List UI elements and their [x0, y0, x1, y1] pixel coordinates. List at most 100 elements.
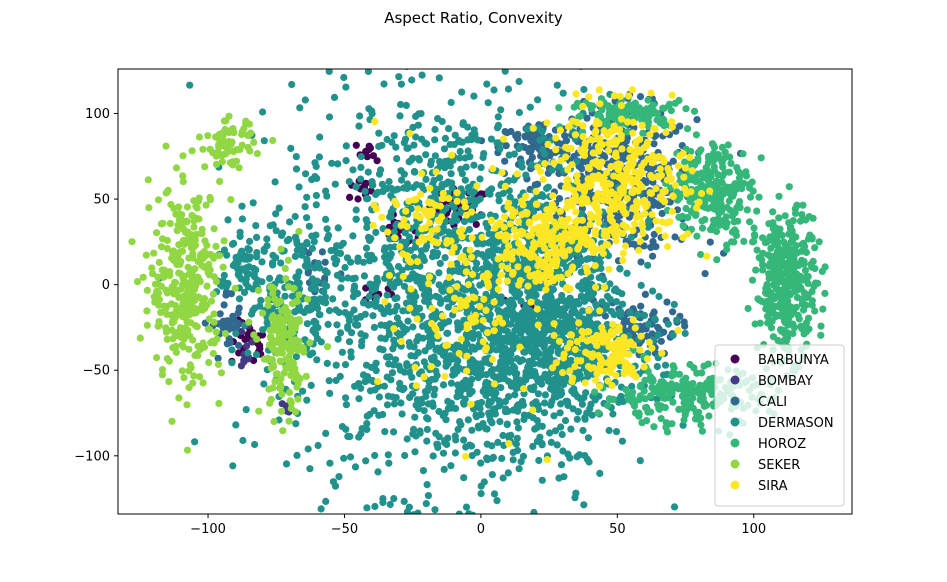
data-point: [396, 112, 403, 119]
data-point: [387, 244, 394, 251]
data-point: [436, 74, 443, 81]
data-point: [547, 312, 554, 319]
data-point: [324, 343, 331, 350]
data-point: [277, 246, 284, 253]
data-point: [369, 182, 376, 189]
data-point: [749, 277, 756, 284]
data-point: [789, 237, 796, 244]
data-point: [692, 212, 699, 219]
data-point: [353, 322, 360, 329]
data-point: [379, 411, 386, 418]
data-point: [536, 434, 543, 441]
data-point: [259, 310, 266, 317]
data-point: [541, 399, 548, 406]
data-point: [724, 204, 731, 211]
data-point: [654, 401, 661, 408]
data-point: [346, 194, 353, 201]
data-point: [156, 296, 163, 303]
data-point: [232, 285, 239, 292]
data-point: [637, 303, 644, 310]
data-point: [536, 137, 543, 144]
data-point: [371, 255, 378, 262]
data-point: [502, 405, 509, 412]
data-point: [328, 247, 335, 254]
data-point: [479, 212, 486, 219]
data-point: [442, 416, 449, 423]
data-point: [372, 229, 379, 236]
data-point: [516, 109, 523, 116]
data-point: [220, 264, 227, 271]
data-point: [155, 280, 162, 287]
data-point: [169, 317, 176, 324]
data-point: [584, 373, 591, 380]
data-point: [449, 525, 456, 532]
data-point: [779, 301, 786, 308]
data-point: [805, 325, 812, 332]
data-point: [304, 296, 311, 303]
data-point: [391, 341, 398, 348]
data-point: [357, 164, 364, 171]
data-point: [696, 382, 703, 389]
data-point: [704, 167, 711, 174]
data-point: [343, 142, 350, 149]
data-point: [404, 435, 411, 442]
data-point: [805, 315, 812, 322]
data-point: [159, 235, 166, 242]
data-point: [227, 196, 234, 203]
data-point: [244, 349, 251, 356]
data-point: [371, 386, 378, 393]
data-point: [326, 307, 333, 314]
data-point: [490, 373, 497, 380]
data-point: [343, 569, 350, 576]
data-point: [642, 291, 649, 298]
data-point: [413, 278, 420, 285]
data-point: [273, 227, 280, 234]
data-point: [778, 295, 785, 302]
data-point: [729, 212, 736, 219]
data-point: [235, 342, 242, 349]
data-point: [816, 238, 823, 245]
data-point: [258, 258, 265, 265]
data-point: [278, 340, 285, 347]
data-point: [669, 308, 676, 315]
data-point: [650, 377, 657, 384]
data-point: [313, 192, 320, 199]
data-point: [817, 323, 824, 330]
data-point: [579, 307, 586, 314]
data-point: [268, 284, 275, 291]
data-point: [673, 317, 680, 324]
data-point: [682, 205, 689, 212]
data-point: [243, 342, 250, 349]
data-point: [222, 117, 229, 124]
data-point: [441, 466, 448, 473]
data-point: [403, 145, 410, 152]
data-point: [322, 267, 329, 274]
data-point: [791, 280, 798, 287]
data-point: [228, 359, 235, 366]
data-point: [664, 428, 671, 435]
data-point: [308, 382, 315, 389]
data-point: [513, 355, 520, 362]
data-point: [409, 297, 416, 304]
data-point: [733, 164, 740, 171]
data-point: [322, 216, 329, 223]
data-point: [236, 295, 243, 302]
data-point: [470, 162, 477, 169]
data-point: [227, 141, 234, 148]
data-point: [407, 352, 414, 359]
data-point: [187, 292, 194, 299]
data-point: [259, 326, 266, 333]
data-point: [211, 339, 218, 346]
data-point: [675, 97, 682, 104]
data-point: [691, 108, 698, 115]
data-point: [376, 345, 383, 352]
data-point: [424, 518, 431, 525]
data-point: [265, 386, 272, 393]
data-point: [448, 170, 455, 177]
data-point: [170, 256, 177, 263]
data-point: [442, 525, 449, 532]
data-point: [245, 319, 252, 326]
data-point: [527, 147, 534, 154]
data-point: [737, 204, 744, 211]
data-point: [335, 473, 342, 480]
